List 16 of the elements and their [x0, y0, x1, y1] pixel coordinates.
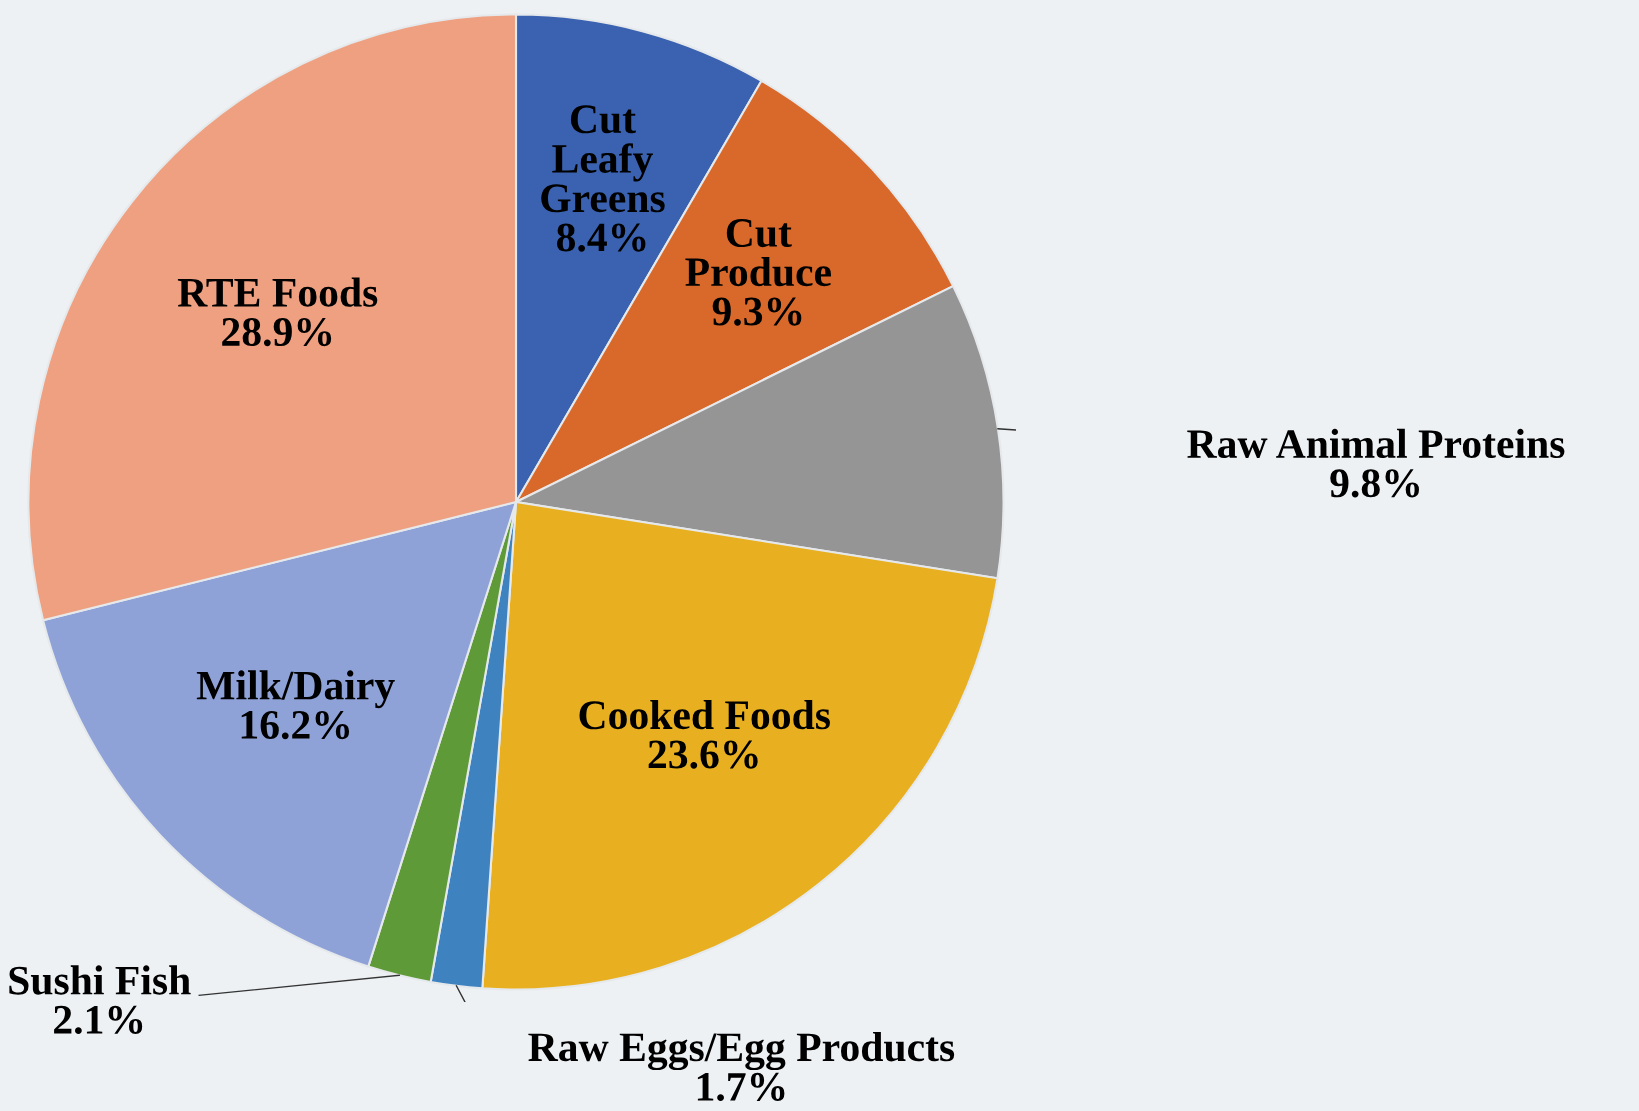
data-label: 9.8%: [1330, 469, 1419, 498]
data-label: 28.9%: [222, 317, 332, 347]
data-label: 1.7%: [697, 1072, 785, 1102]
slice-label: Milk/Dairy: [196, 670, 395, 709]
data-label: 2.1%: [54, 1005, 143, 1035]
slice-label: RTE Foods: [177, 277, 378, 307]
slice-label: Sushi Fish: [9, 965, 191, 995]
data-label: 16.2%: [241, 710, 350, 740]
slice-label: Cut Produce: [685, 219, 831, 287]
slice-label: Raw Animal Proteins: [1187, 428, 1565, 459]
slice-label: Raw Eggs/Egg Products: [528, 1032, 955, 1071]
data-label: 23.6%: [648, 740, 758, 769]
data-label: 8.4%: [556, 223, 646, 252]
slice-label: Cut Leafy Greens: [541, 105, 665, 213]
slice-label: Cooked Foods: [579, 699, 830, 730]
data-label: 9.3%: [712, 297, 802, 326]
